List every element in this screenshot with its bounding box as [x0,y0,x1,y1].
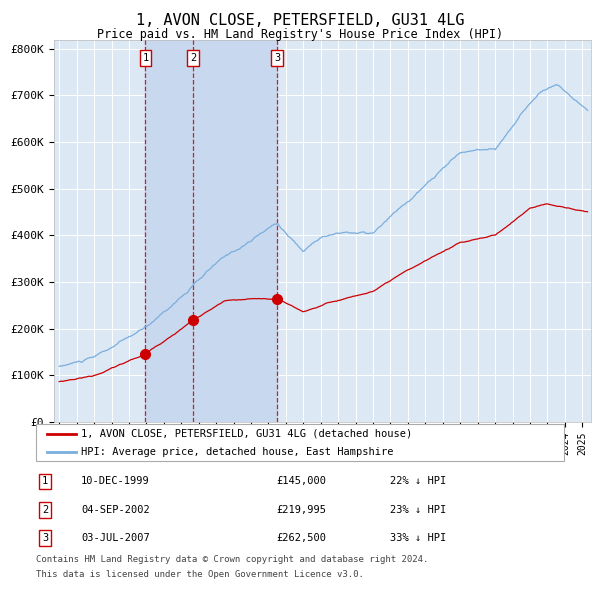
Text: 10-DEC-1999: 10-DEC-1999 [81,477,150,486]
FancyBboxPatch shape [36,424,564,461]
Text: 03-JUL-2007: 03-JUL-2007 [81,533,150,543]
Text: Contains HM Land Registry data © Crown copyright and database right 2024.: Contains HM Land Registry data © Crown c… [36,555,428,564]
Text: Price paid vs. HM Land Registry's House Price Index (HPI): Price paid vs. HM Land Registry's House … [97,28,503,41]
Text: £219,995: £219,995 [276,505,326,514]
Text: 22% ↓ HPI: 22% ↓ HPI [390,477,446,486]
Text: 1, AVON CLOSE, PETERSFIELD, GU31 4LG (detached house): 1, AVON CLOSE, PETERSFIELD, GU31 4LG (de… [81,429,412,439]
Text: £145,000: £145,000 [276,477,326,486]
Text: 2: 2 [42,505,48,514]
Text: 2: 2 [190,53,196,63]
Text: HPI: Average price, detached house, East Hampshire: HPI: Average price, detached house, East… [81,447,394,457]
Text: £262,500: £262,500 [276,533,326,543]
Text: 33% ↓ HPI: 33% ↓ HPI [390,533,446,543]
Text: 3: 3 [42,533,48,543]
Text: 1: 1 [42,477,48,486]
Text: 1: 1 [142,53,148,63]
Text: 23% ↓ HPI: 23% ↓ HPI [390,505,446,514]
Text: This data is licensed under the Open Government Licence v3.0.: This data is licensed under the Open Gov… [36,570,364,579]
Text: 3: 3 [274,53,280,63]
Text: 04-SEP-2002: 04-SEP-2002 [81,505,150,514]
Text: 1, AVON CLOSE, PETERSFIELD, GU31 4LG: 1, AVON CLOSE, PETERSFIELD, GU31 4LG [136,13,464,28]
Bar [145,40,277,422]
